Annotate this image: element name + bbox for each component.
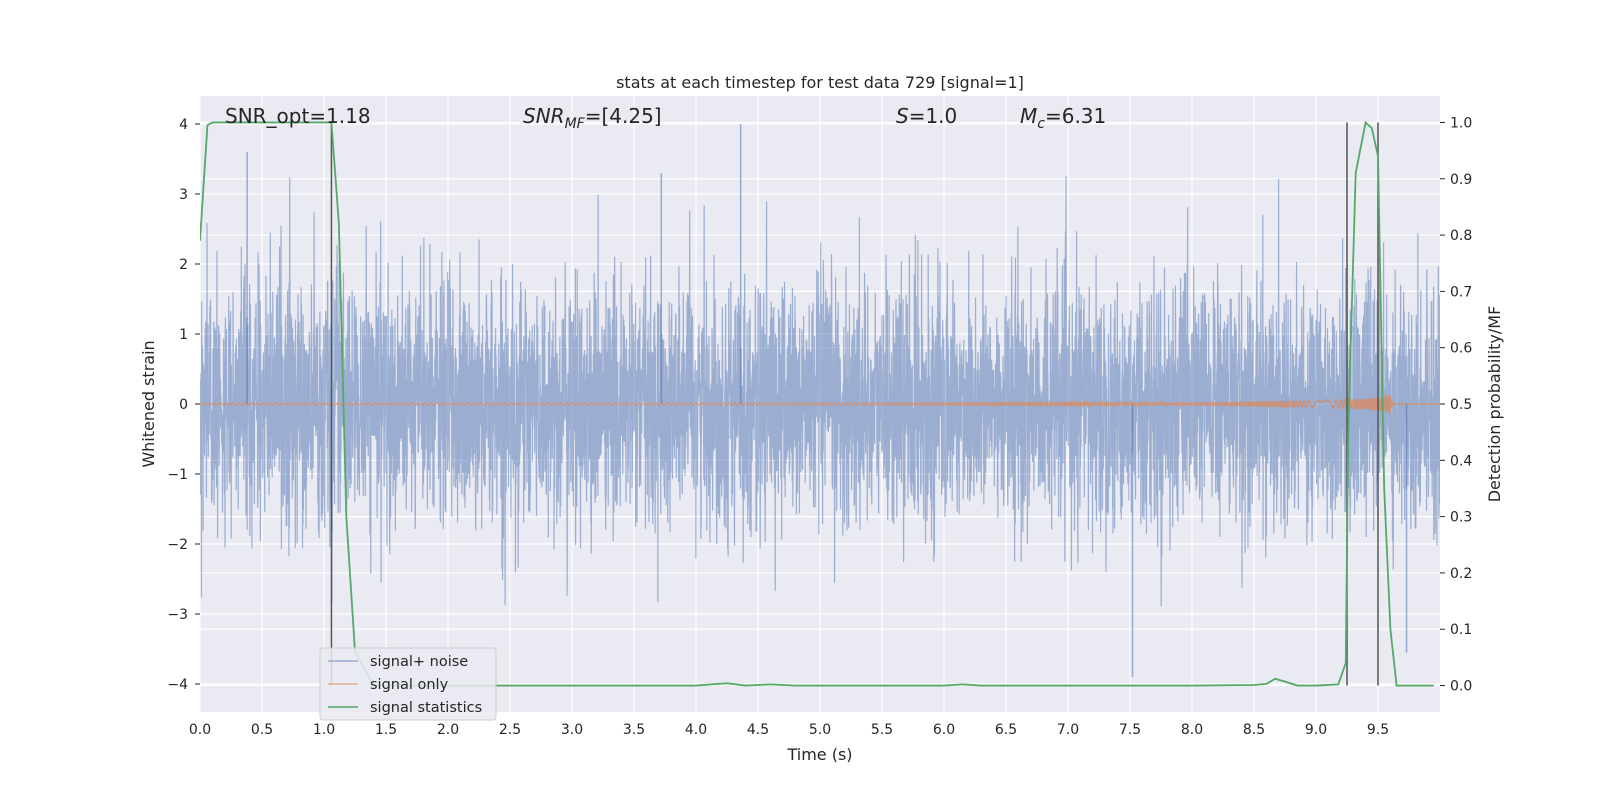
- y-left-axis-ticks: −4 −3 −2 −1 0 1 2 3 4: [167, 117, 200, 693]
- y-left-tick-label: 2: [179, 257, 188, 273]
- y-right-tick-label: 0.1: [1450, 622, 1472, 638]
- x-tick-label: 4.5: [747, 722, 769, 738]
- y-left-tick-label: −4: [167, 677, 188, 693]
- legend-label-signal-statistics: signal statistics: [370, 700, 482, 716]
- annotation-mc-sub: c: [1037, 116, 1045, 132]
- annotation-s-value: =1.0: [909, 104, 958, 128]
- x-tick-label: 6.5: [995, 722, 1017, 738]
- x-tick-label: 3.0: [561, 722, 583, 738]
- x-tick-label: 4.0: [685, 722, 707, 738]
- x-tick-label: 7.0: [1057, 722, 1079, 738]
- x-tick-label: 8.5: [1243, 722, 1265, 738]
- annotation-s: S=1.0: [896, 104, 957, 128]
- annotation-mc-value: =6.31: [1045, 104, 1106, 128]
- series-signal-only-line: [200, 394, 1440, 414]
- y-left-tick-label: 3: [179, 187, 188, 203]
- x-axis-label: Time (s): [786, 745, 852, 764]
- x-tick-label: 9.0: [1305, 722, 1327, 738]
- y-right-tick-label: 0.4: [1450, 453, 1472, 469]
- y-right-tick-label: 0.3: [1450, 510, 1472, 526]
- legend-label-signal-only: signal only: [370, 677, 449, 693]
- y-left-axis-label: Whitened strain: [139, 340, 158, 467]
- annotation-s-label: S: [896, 104, 909, 128]
- annotation-mc-label: M: [1020, 104, 1037, 128]
- series-signal-statistics-line: [200, 120, 1434, 687]
- legend-box: [319, 647, 497, 721]
- x-tick-label: 0.5: [251, 722, 273, 738]
- annotation-snr-mf-value: =[4.25]: [585, 104, 662, 128]
- y-right-tick-label: 0.9: [1450, 172, 1472, 188]
- x-tick-label: 3.5: [623, 722, 645, 738]
- x-tick-label: 1.0: [313, 722, 335, 738]
- series-signal-noise-line: [200, 176, 1440, 607]
- y-right-tick-label: 0.2: [1450, 566, 1472, 582]
- y-left-tick-label: 4: [179, 117, 188, 133]
- annotation-snr-mf-label: SNR: [523, 104, 565, 128]
- x-tick-label: 1.5: [375, 722, 397, 738]
- annotation-snr-opt: SNR_opt=1.18: [225, 104, 371, 128]
- y-right-tick-label: 0.7: [1450, 284, 1472, 300]
- y-right-axis-label: Detection probability/MF: [1485, 306, 1504, 503]
- annotation-snr-mf: SNRMF=[4.25]: [523, 104, 662, 132]
- y-left-tick-label: −2: [167, 537, 188, 553]
- y-right-axis-ticks: 0.0 0.1 0.2 0.3 0.4 0.5 0.6 0.7 0.8 0.9 1.0: [1440, 115, 1472, 695]
- y-left-tick-label: 1: [179, 327, 188, 343]
- x-tick-label: 9.5: [1367, 722, 1389, 738]
- y-left-tick-label: −3: [167, 607, 188, 623]
- y-right-tick-label: 0.5: [1450, 397, 1472, 413]
- x-tick-label: 8.0: [1181, 722, 1203, 738]
- y-right-tick-label: 0.0: [1450, 679, 1472, 695]
- annotation-mc: Mc=6.31: [1020, 104, 1106, 132]
- y-left-tick-label: −1: [167, 467, 188, 483]
- plot-marks: [200, 120, 1440, 687]
- y-right-tick-label: 0.6: [1450, 341, 1472, 357]
- x-tick-label: 2.0: [437, 722, 459, 738]
- x-tick-label: 5.5: [871, 722, 893, 738]
- x-tick-label: 6.0: [933, 722, 955, 738]
- x-tick-label: 2.5: [499, 722, 521, 738]
- chart-title: stats at each timestep for test data 729…: [616, 73, 1024, 92]
- x-axis-ticks: 0.0 0.5 1.0 1.5 2.0 2.5 3.0 3.5 4.0 4.5 5.0 5.5 6.0 6…: [189, 722, 1389, 738]
- legend: signal+ noise signal only signal statist…: [319, 647, 497, 721]
- annotation-snr-mf-sub: MF: [565, 116, 586, 132]
- x-tick-label: 0.0: [189, 722, 211, 738]
- x-tick-label: 5.0: [809, 722, 831, 738]
- y-right-tick-label: 1.0: [1450, 115, 1472, 131]
- y-left-tick-label: 0: [179, 397, 188, 413]
- x-tick-label: 7.5: [1119, 722, 1141, 738]
- y-right-tick-label: 0.8: [1450, 228, 1472, 244]
- legend-label-signal-noise: signal+ noise: [370, 654, 468, 670]
